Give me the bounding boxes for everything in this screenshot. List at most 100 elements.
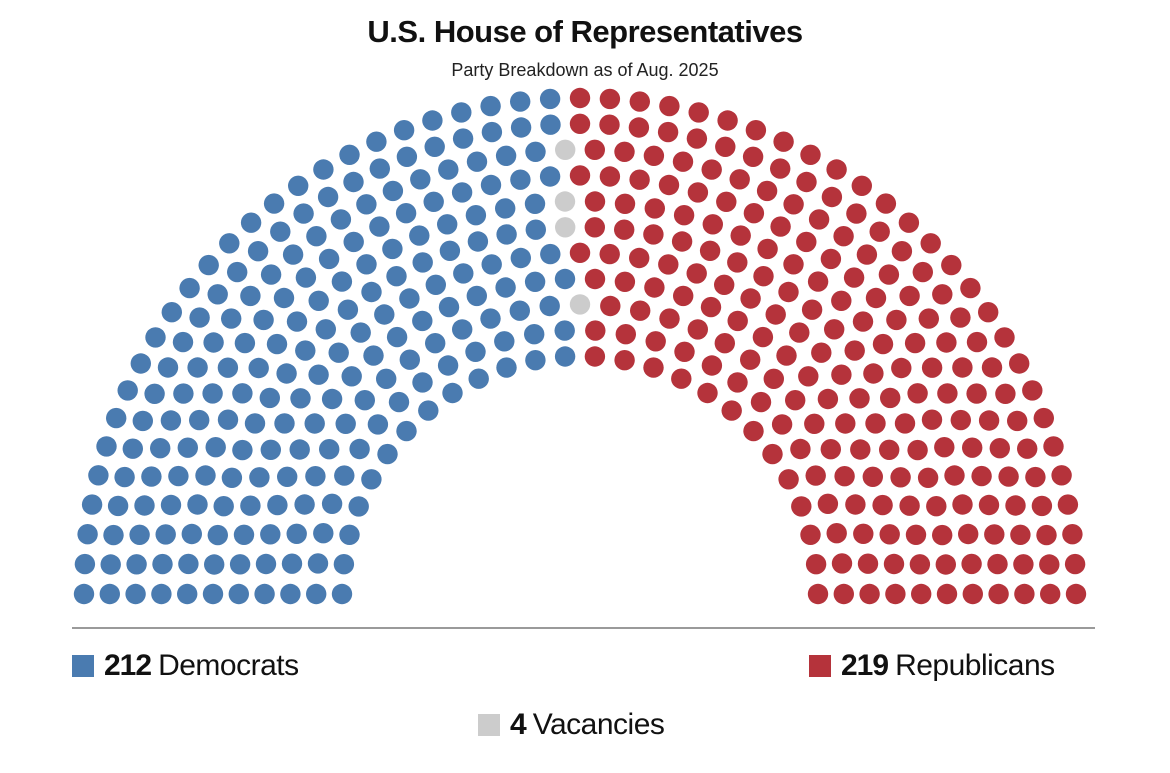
seat-democrats bbox=[181, 523, 202, 545]
seat-democrats bbox=[273, 287, 295, 309]
seat-vacancies bbox=[554, 191, 576, 212]
seat-democrats bbox=[178, 553, 199, 575]
seat-democrats bbox=[350, 322, 371, 343]
seat-republicans bbox=[918, 308, 939, 329]
seat-republicans bbox=[686, 128, 708, 149]
seat-republicans bbox=[673, 285, 694, 307]
seat-democrats bbox=[161, 302, 182, 323]
seat-republicans bbox=[834, 466, 855, 487]
seat-democrats bbox=[334, 465, 355, 486]
seat-republicans bbox=[978, 494, 1000, 516]
seat-democrats bbox=[306, 583, 327, 605]
seat-democrats bbox=[228, 583, 249, 605]
seat-democrats bbox=[266, 333, 288, 355]
seat-democrats bbox=[217, 409, 239, 430]
seat-republicans bbox=[671, 231, 693, 252]
seat-republicans bbox=[984, 524, 1005, 545]
seat-democrats bbox=[244, 413, 266, 434]
seat-democrats bbox=[437, 355, 459, 376]
seat-democrats bbox=[466, 151, 488, 172]
seat-democrats bbox=[267, 494, 288, 516]
seat-democrats bbox=[494, 331, 515, 352]
seat-republicans bbox=[966, 383, 987, 404]
seat-democrats bbox=[425, 274, 446, 295]
seat-democrats bbox=[295, 340, 316, 361]
seat-republicans bbox=[701, 355, 723, 376]
legend-vacancies: 4 Vacancies bbox=[478, 705, 665, 745]
seat-democrats bbox=[117, 380, 138, 401]
democrats-label: Democrats bbox=[158, 649, 299, 682]
seat-democrats bbox=[130, 353, 151, 374]
seat-republicans bbox=[817, 388, 839, 410]
seat-republicans bbox=[820, 248, 842, 270]
seat-republicans bbox=[673, 205, 695, 226]
seat-republicans bbox=[821, 186, 843, 208]
seat-democrats bbox=[204, 554, 225, 575]
seat-republicans bbox=[805, 554, 827, 575]
seat-democrats bbox=[286, 311, 308, 332]
seat-republicans bbox=[857, 553, 879, 574]
seat-republicans bbox=[757, 238, 778, 260]
seat-democrats bbox=[388, 391, 410, 413]
seat-democrats bbox=[132, 410, 153, 432]
seat-democrats bbox=[410, 169, 431, 190]
seat-republicans bbox=[629, 247, 650, 269]
seat-republicans bbox=[569, 242, 591, 263]
seat-democrats bbox=[144, 383, 165, 404]
seat-republicans bbox=[851, 175, 872, 196]
seat-democrats bbox=[134, 495, 155, 516]
seat-democrats bbox=[331, 583, 353, 605]
seat-republicans bbox=[715, 136, 736, 157]
seat-republicans bbox=[1033, 407, 1055, 429]
seat-democrats bbox=[227, 261, 248, 283]
seat-republicans bbox=[833, 226, 854, 247]
seat-democrats bbox=[554, 346, 576, 367]
seat-republicans bbox=[569, 87, 591, 109]
seat-democrats bbox=[107, 495, 129, 517]
seat-democrats bbox=[468, 368, 489, 389]
seat-republicans bbox=[808, 209, 830, 230]
seat-republicans bbox=[763, 368, 784, 389]
seat-democrats bbox=[304, 413, 325, 434]
seat-democrats bbox=[141, 466, 162, 487]
seat-republicans bbox=[584, 268, 606, 290]
seat-democrats bbox=[305, 466, 326, 487]
seat-republicans bbox=[801, 299, 823, 320]
seat-democrats bbox=[367, 414, 389, 435]
seat-republicans bbox=[585, 320, 606, 341]
seat-democrats bbox=[255, 553, 277, 575]
seat-republicans bbox=[790, 438, 811, 460]
seat-republicans bbox=[1013, 554, 1034, 575]
seat-republicans bbox=[584, 191, 606, 212]
seat-republicans bbox=[804, 413, 825, 434]
seat-democrats bbox=[308, 364, 329, 385]
seat-republicans bbox=[628, 117, 650, 138]
seat-democrats bbox=[129, 524, 150, 545]
seat-democrats bbox=[496, 357, 517, 378]
seat-republicans bbox=[885, 583, 906, 605]
seat-democrats bbox=[333, 554, 355, 575]
seat-republicans bbox=[833, 583, 854, 605]
seat-democrats bbox=[247, 241, 269, 262]
seat-democrats bbox=[356, 254, 377, 275]
seat-democrats bbox=[369, 216, 390, 237]
seat-republicans bbox=[950, 307, 971, 328]
seat-republicans bbox=[614, 193, 636, 214]
seat-republicans bbox=[898, 212, 920, 233]
seat-democrats bbox=[74, 553, 96, 575]
seat-republicans bbox=[745, 120, 767, 141]
seat-democrats bbox=[219, 233, 240, 254]
seat-republicans bbox=[865, 413, 886, 434]
seat-republicans bbox=[907, 439, 928, 461]
seat-democrats bbox=[409, 225, 430, 246]
seat-democrats bbox=[424, 136, 445, 157]
seat-democrats bbox=[240, 495, 261, 516]
seat-democrats bbox=[295, 267, 317, 288]
seat-democrats bbox=[451, 182, 473, 203]
seat-republicans bbox=[600, 295, 621, 317]
seat-democrats bbox=[539, 166, 561, 187]
seat-vacancies bbox=[555, 139, 576, 160]
seat-republicans bbox=[1010, 524, 1031, 545]
seat-republicans bbox=[686, 263, 707, 284]
seat-republicans bbox=[879, 439, 900, 460]
